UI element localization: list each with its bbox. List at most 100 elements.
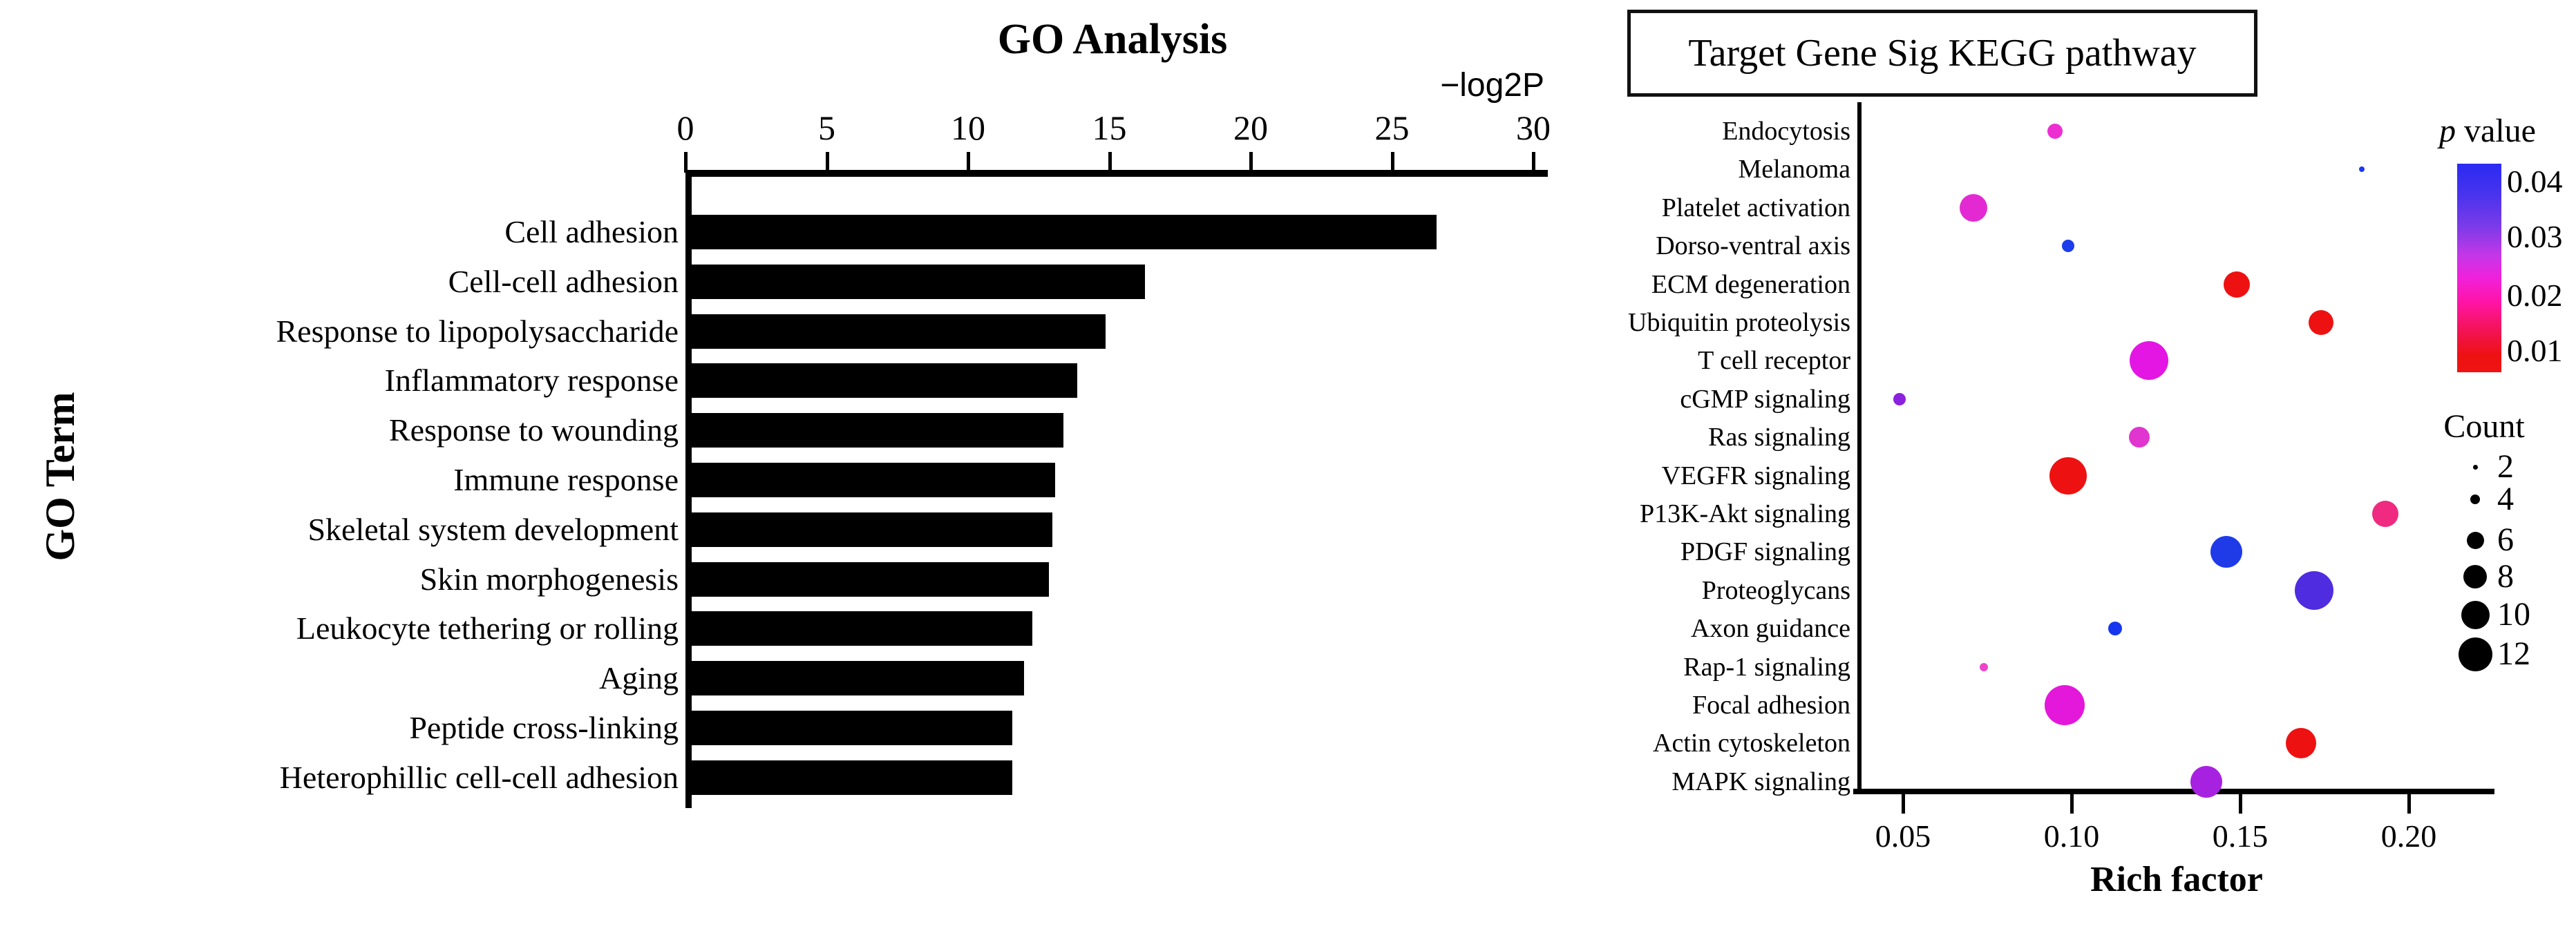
kegg-x-axis-line [1853, 789, 2494, 794]
go-x-axis-line [685, 170, 1548, 177]
go-bar [690, 611, 1032, 646]
kegg-row-label: Actin cytoskeleton [1653, 729, 1850, 758]
go-bar-label: Response to lipopolysaccharide [276, 313, 679, 349]
go-bar-label: Heterophillic cell-cell adhesion [279, 759, 679, 795]
go-bar [690, 413, 1063, 448]
go-bar-label: Skeletal system development [307, 511, 679, 547]
go-y-axis-line [685, 170, 692, 808]
kegg-chart-title: Target Gene Sig KEGG pathway [1627, 10, 2257, 97]
kegg-dot [2130, 341, 2169, 381]
go-bar [690, 363, 1078, 399]
kegg-x-axis-label: Rich factor [2090, 860, 2263, 899]
kegg-row-label: Axon guidance [1690, 614, 1850, 644]
go-x-tick-label: 0 [676, 108, 694, 147]
p-value-legend-title-rest: value [2456, 113, 2536, 149]
go-bar [690, 462, 1055, 497]
go-bar [690, 661, 1024, 696]
go-x-tick-label: 15 [1092, 108, 1127, 147]
kegg-x-tick-label: 0.20 [2380, 818, 2437, 854]
go-bar-label: Aging [599, 660, 679, 696]
go-bar-label: Cell-cell adhesion [448, 263, 679, 299]
kegg-x-tick-mark [1902, 794, 1905, 814]
go-x-tick-label: 10 [951, 108, 985, 147]
kegg-row-label: Proteoglycans [1701, 575, 1850, 605]
kegg-x-tick-mark [2239, 794, 2242, 814]
go-bar [690, 214, 1437, 249]
count-legend-label: 8 [2497, 558, 2514, 595]
kegg-dot [2295, 570, 2334, 610]
count-legend-dot [2466, 531, 2484, 549]
go-bar [690, 710, 1013, 745]
count-legend-dot [2463, 565, 2487, 588]
go-bar [690, 314, 1106, 349]
kegg-dot [2285, 728, 2316, 759]
kegg-row-label: MAPK signaling [1671, 767, 1850, 796]
p-value-colorbar [2457, 164, 2501, 372]
go-x-tick-label: 30 [1516, 108, 1551, 147]
kegg-x-tick-mark [2407, 794, 2411, 814]
go-bar-label: Cell adhesion [504, 213, 679, 249]
count-legend-dot [2461, 600, 2490, 629]
kegg-dot [1980, 662, 1989, 671]
kegg-dot [2062, 240, 2075, 253]
go-bar-label: Response to wounding [388, 412, 679, 448]
kegg-row-label: ECM degeneration [1651, 269, 1850, 299]
count-legend-label: 6 [2497, 521, 2514, 558]
p-value-tick-label: 0.04 [2507, 164, 2563, 199]
kegg-dot [1893, 392, 1906, 405]
kegg-x-tick-mark [2070, 794, 2074, 814]
count-legend-title: Count [2443, 408, 2525, 445]
count-legend-label: 4 [2497, 481, 2514, 517]
go-x-tick-mark [967, 152, 970, 173]
p-value-legend-title-p: p [2439, 113, 2456, 149]
count-legend-label: 12 [2497, 635, 2530, 672]
kegg-row-label: PDGF signaling [1680, 537, 1850, 567]
go-bar [690, 264, 1146, 299]
kegg-dot [1960, 193, 1988, 222]
go-bar [690, 760, 1013, 795]
count-legend-label: 10 [2497, 596, 2530, 633]
kegg-dot [2047, 124, 2063, 139]
kegg-x-tick-label: 0.15 [2212, 818, 2269, 854]
kegg-x-tick-label: 0.05 [1875, 818, 1931, 854]
kegg-x-tick-label: 0.10 [2043, 818, 2100, 854]
go-x-tick-label: 5 [818, 108, 835, 147]
go-bar-label: Peptide cross-linking [409, 709, 679, 745]
go-bar-label: Leukocyte tethering or rolling [296, 611, 679, 646]
count-legend-label: 2 [2497, 448, 2514, 485]
go-x-tick-mark [1390, 152, 1394, 173]
kegg-row-label: Focal adhesion [1692, 691, 1850, 720]
kegg-dot [2371, 501, 2398, 527]
kegg-row-label: cGMP signaling [1680, 384, 1850, 414]
kegg-row-label: Ras signaling [1708, 423, 1850, 452]
go-bar-label: Immune response [453, 461, 679, 497]
count-legend-dot [2458, 637, 2492, 671]
go-x-tick-mark [825, 152, 829, 173]
kegg-row-label: Rap-1 signaling [1683, 652, 1850, 682]
go-x-axis-label: −log2P [1440, 67, 1544, 104]
go-bar [690, 512, 1052, 547]
kegg-row-label: Melanoma [1738, 155, 1850, 184]
kegg-chart-title-text: Target Gene Sig KEGG pathway [1688, 32, 2197, 75]
kegg-row-label: Dorso-ventral axis [1656, 231, 1850, 261]
kegg-y-axis-line [1857, 102, 1862, 794]
kegg-dot [2358, 166, 2365, 173]
go-bar-label: Skin morphogenesis [419, 561, 679, 597]
kegg-dot [2049, 457, 2087, 495]
kegg-dot [2210, 536, 2243, 568]
kegg-dot [2045, 685, 2085, 725]
kegg-dot [2309, 310, 2334, 335]
kegg-dot [2224, 271, 2251, 298]
go-x-tick-mark [1108, 152, 1112, 173]
kegg-dot [2108, 622, 2123, 636]
kegg-row-label: Platelet activation [1661, 193, 1850, 222]
go-x-tick-mark [684, 152, 688, 173]
count-legend-dot [2472, 464, 2478, 470]
go-x-tick-mark [1532, 152, 1535, 173]
go-bar [690, 562, 1050, 597]
kegg-row-label: Endocytosis [1722, 117, 1850, 146]
count-legend-dot [2470, 495, 2480, 504]
kegg-row-label: T cell receptor [1698, 346, 1850, 376]
p-value-legend-title: p value [2398, 112, 2576, 150]
